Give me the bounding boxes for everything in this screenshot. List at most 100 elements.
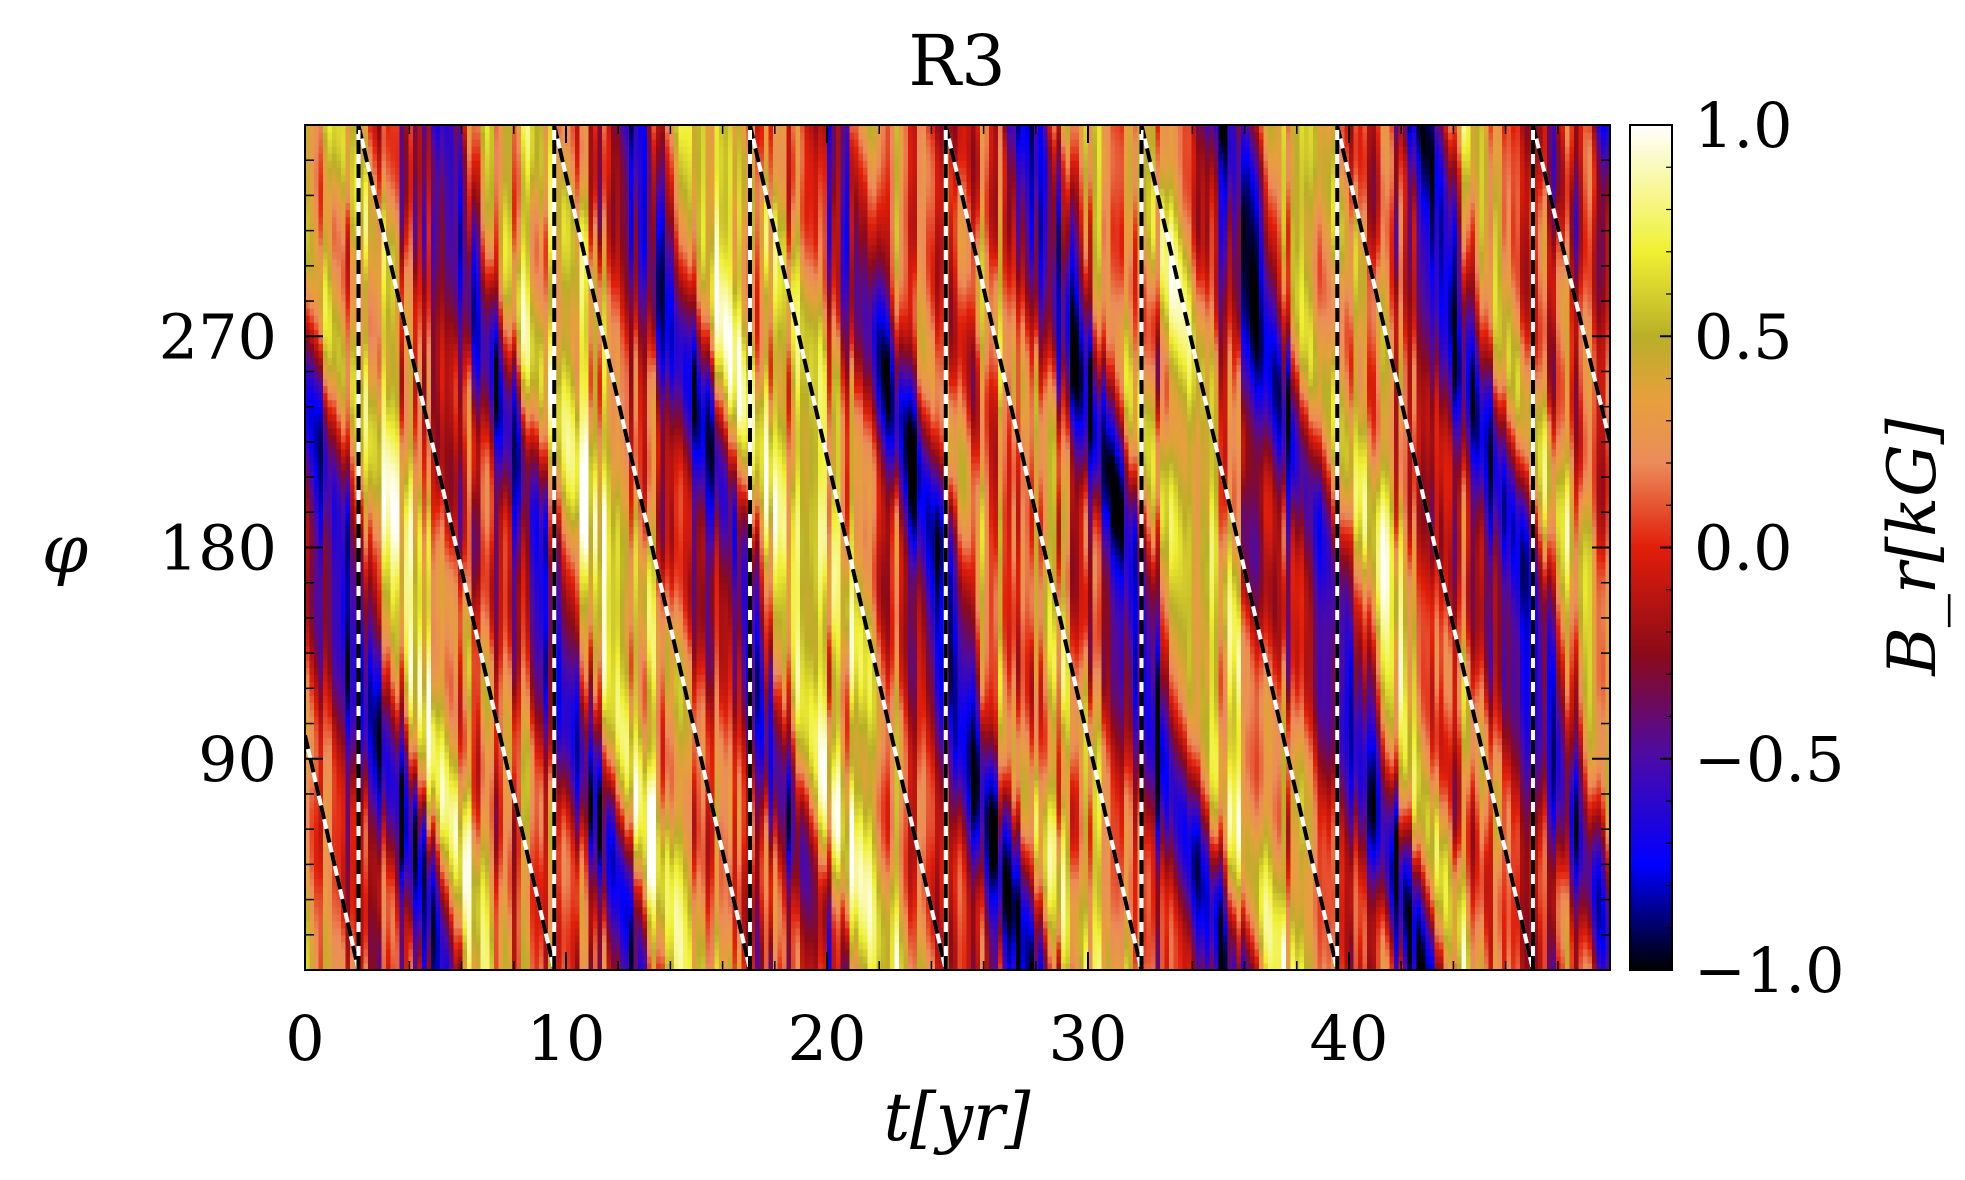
heatmap-cell bbox=[440, 470, 446, 478]
heatmap-cell bbox=[395, 265, 401, 274]
heatmap-cell bbox=[332, 632, 338, 640]
heatmap-cell bbox=[476, 941, 482, 950]
heatmap-cell bbox=[471, 772, 477, 781]
heatmap-cell bbox=[462, 181, 468, 189]
heatmap-cell bbox=[305, 885, 311, 894]
heatmap-cell bbox=[332, 195, 338, 204]
heatmap-cell bbox=[341, 843, 347, 851]
heatmap-cell bbox=[435, 878, 441, 887]
heatmap-cell bbox=[314, 399, 320, 408]
heatmap-cell bbox=[345, 786, 351, 795]
heatmap-cell bbox=[422, 878, 428, 887]
heatmap-cell bbox=[489, 843, 495, 851]
heatmap-cell bbox=[431, 554, 437, 563]
heatmap-cell bbox=[453, 582, 459, 591]
heatmap-cell bbox=[336, 223, 342, 232]
heatmap-cell bbox=[345, 603, 351, 612]
heatmap-cell bbox=[417, 582, 423, 591]
heatmap-cell bbox=[381, 455, 387, 464]
heatmap-cell bbox=[417, 329, 423, 337]
heatmap-cell bbox=[480, 350, 486, 358]
heatmap-cell bbox=[350, 843, 356, 851]
heatmap-cell bbox=[395, 568, 401, 577]
heatmap-cell bbox=[336, 941, 342, 950]
heatmap-cell bbox=[305, 836, 311, 844]
heatmap-cell bbox=[377, 244, 383, 253]
heatmap-cell bbox=[345, 737, 351, 746]
heatmap-cell bbox=[408, 420, 414, 429]
heatmap-cell bbox=[408, 681, 414, 689]
heatmap-cell bbox=[345, 822, 351, 830]
heatmap-cell bbox=[471, 547, 477, 556]
heatmap-cell bbox=[390, 167, 396, 175]
heatmap-cell bbox=[372, 808, 378, 816]
heatmap-cell bbox=[489, 455, 495, 464]
heatmap-cell bbox=[363, 533, 369, 542]
heatmap-cell bbox=[318, 434, 324, 443]
heatmap-cell bbox=[489, 948, 495, 957]
heatmap-cell bbox=[395, 484, 401, 492]
heatmap-cell bbox=[422, 512, 428, 520]
heatmap-cell bbox=[314, 836, 320, 844]
heatmap-cell bbox=[327, 779, 333, 788]
heatmap-cell bbox=[377, 251, 383, 260]
heatmap-cell bbox=[413, 301, 419, 309]
heatmap-cell bbox=[399, 737, 405, 746]
heatmap-cell bbox=[350, 801, 356, 809]
heatmap-cell bbox=[359, 836, 365, 844]
heatmap-cell bbox=[318, 899, 324, 908]
heatmap-cell bbox=[431, 153, 437, 161]
heatmap-cell bbox=[332, 455, 338, 464]
heatmap-cell bbox=[390, 308, 396, 316]
heatmap-cell bbox=[318, 385, 324, 394]
heatmap-cell bbox=[318, 681, 324, 689]
heatmap-cell bbox=[408, 758, 414, 767]
heatmap-cell bbox=[476, 167, 482, 175]
heatmap-cell bbox=[381, 392, 387, 401]
heatmap-cell bbox=[431, 272, 437, 281]
heatmap-cell bbox=[345, 406, 351, 415]
heatmap-cell bbox=[408, 237, 414, 246]
heatmap-cell bbox=[408, 934, 414, 943]
heatmap-cell bbox=[435, 230, 441, 239]
heatmap-cell bbox=[395, 808, 401, 816]
heatmap-cell bbox=[462, 836, 468, 844]
heatmap-cell bbox=[480, 406, 486, 415]
heatmap-cell bbox=[390, 667, 396, 675]
heatmap-cell bbox=[305, 589, 311, 598]
heatmap-cell bbox=[323, 378, 329, 387]
heatmap-cell bbox=[408, 836, 414, 844]
heatmap-cell bbox=[372, 927, 378, 936]
heatmap-cell bbox=[345, 463, 351, 471]
heatmap-cell bbox=[485, 667, 491, 675]
heatmap-cell bbox=[458, 491, 464, 499]
heatmap-cell bbox=[485, 695, 491, 704]
heatmap-cell bbox=[345, 251, 351, 260]
heatmap-cell bbox=[390, 258, 396, 267]
heatmap-cell bbox=[404, 878, 410, 887]
heatmap-cell bbox=[327, 667, 333, 675]
heatmap-cell bbox=[368, 392, 374, 401]
heatmap-cell bbox=[390, 385, 396, 394]
heatmap-cell bbox=[462, 526, 468, 535]
heatmap-cell bbox=[458, 850, 464, 858]
heatmap-cell bbox=[372, 962, 378, 970]
heatmap-cell bbox=[381, 716, 387, 725]
heatmap-cell bbox=[390, 737, 396, 746]
heatmap-cell bbox=[345, 906, 351, 915]
heatmap-cell bbox=[386, 146, 392, 154]
heatmap-cell bbox=[426, 822, 432, 830]
heatmap-cell bbox=[458, 864, 464, 873]
heatmap-cell bbox=[323, 702, 329, 711]
heatmap-cell bbox=[363, 392, 369, 401]
heatmap-cell bbox=[413, 399, 419, 408]
heatmap-cell bbox=[485, 441, 491, 450]
heatmap-cell bbox=[395, 836, 401, 844]
heatmap-cell bbox=[440, 526, 446, 535]
heatmap-cell bbox=[381, 533, 387, 542]
heatmap-cell bbox=[467, 336, 473, 344]
heatmap-cell bbox=[485, 181, 491, 189]
heatmap-cell bbox=[467, 913, 473, 922]
heatmap-cell bbox=[305, 434, 311, 443]
heatmap-cell bbox=[381, 575, 387, 584]
